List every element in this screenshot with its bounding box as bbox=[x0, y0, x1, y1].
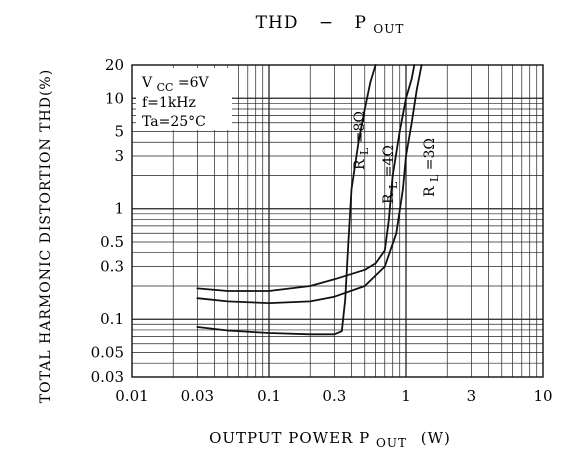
minor-grid bbox=[132, 65, 543, 377]
x-tick-label: 0.01 bbox=[115, 387, 148, 405]
plot-frame bbox=[131, 64, 544, 378]
condition-temperature: Ta=25°C bbox=[142, 114, 206, 130]
x-axis-label-text: OUTPUT POWER P bbox=[209, 429, 370, 447]
curve-rl-4ohm bbox=[196, 64, 416, 292]
y-tick-labels: 0.03 0.05 0.1 0.3 0.5 1 3 5 10 20 bbox=[91, 56, 124, 386]
curve-label-8ohm-val: =8Ω bbox=[352, 111, 368, 143]
curve-label-3ohm-sub: L bbox=[428, 174, 441, 182]
x-tick-label: 1 bbox=[401, 387, 411, 405]
y-tick-label: 1 bbox=[114, 200, 124, 218]
curve-label-4ohm-val: =4Ω bbox=[381, 145, 397, 177]
y-tick-label: 20 bbox=[105, 56, 124, 74]
curve-label-4ohm-sub: L bbox=[387, 181, 400, 189]
x-axis-label-unit: (W) bbox=[421, 429, 451, 447]
curve-rl-3ohm bbox=[196, 64, 423, 304]
vcc-symbol: V bbox=[141, 75, 153, 91]
title-symbol: P bbox=[355, 13, 367, 33]
conditions-background bbox=[136, 68, 232, 130]
y-tick-label: 0.03 bbox=[91, 368, 124, 386]
curve-label-4ohm: R L =4Ω bbox=[381, 145, 401, 204]
y-tick-label: 0.05 bbox=[91, 343, 124, 361]
data-series bbox=[196, 64, 423, 336]
vcc-value: =6V bbox=[178, 75, 210, 91]
x-tick-label: 10 bbox=[533, 387, 552, 405]
y-tick-label: 5 bbox=[114, 123, 124, 141]
curve-rl-8ohm bbox=[196, 64, 377, 336]
x-tick-label: 0.3 bbox=[322, 387, 346, 405]
curve-label-8ohm-sym: R bbox=[352, 159, 368, 170]
title-subscript: OUT bbox=[373, 22, 404, 36]
y-tick-label: 0.1 bbox=[100, 310, 124, 328]
curve-label-8ohm-sub: L bbox=[358, 147, 371, 155]
curve-label-3ohm-sym: R bbox=[422, 186, 438, 197]
x-tick-label: 0.03 bbox=[181, 387, 214, 405]
major-grid bbox=[132, 65, 543, 377]
y-tick-label: 3 bbox=[114, 147, 124, 165]
title-main: THD bbox=[256, 13, 299, 33]
conditions-box: V CC =6V f=1kHz Ta=25°C bbox=[136, 68, 232, 130]
chart-title: THD − P OUT bbox=[256, 13, 405, 36]
y-axis-label: TOTAL HARMONIC DISTORTION THD(%) bbox=[38, 69, 54, 403]
title-separator: − bbox=[319, 13, 334, 33]
vcc-subscript: CC bbox=[157, 81, 174, 94]
condition-vcc: V CC =6V bbox=[141, 75, 210, 95]
condition-frequency: f=1kHz bbox=[142, 95, 196, 111]
curve-label-3ohm-val: =3Ω bbox=[422, 138, 438, 170]
x-tick-labels: 0.01 0.03 0.1 0.3 1 3 10 bbox=[115, 387, 552, 405]
curve-label-4ohm-sym: R bbox=[381, 193, 397, 204]
y-tick-label: 0.3 bbox=[100, 258, 124, 276]
x-tick-label: 3 bbox=[467, 387, 477, 405]
y-tick-label: 0.5 bbox=[100, 233, 124, 251]
y-tick-label: 10 bbox=[105, 89, 124, 107]
curve-label-3ohm: R L =3Ω bbox=[422, 138, 442, 197]
x-axis-label-subscript: OUT bbox=[376, 436, 407, 450]
x-axis-label: OUTPUT POWER P OUT (W) bbox=[209, 429, 451, 451]
curve-label-8ohm: R L =8Ω bbox=[352, 111, 372, 170]
x-tick-label: 0.1 bbox=[257, 387, 281, 405]
